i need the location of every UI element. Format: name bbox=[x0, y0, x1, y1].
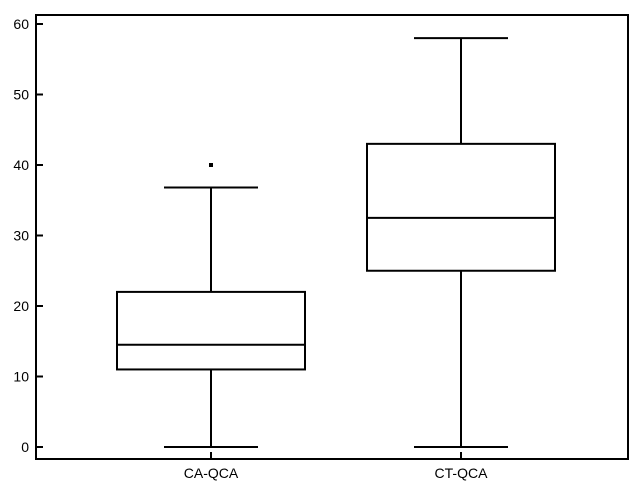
x-tick-label: CT-QCA bbox=[435, 465, 489, 481]
y-tick-label: 40 bbox=[13, 157, 29, 173]
iqr-box bbox=[366, 142, 556, 272]
box-series bbox=[116, 37, 556, 448]
iqr-box bbox=[116, 290, 306, 371]
y-tick-label: 30 bbox=[13, 228, 29, 244]
y-axis: 0 10 20 30 40 50 60 bbox=[13, 16, 43, 455]
y-tick-label: 60 bbox=[13, 16, 29, 32]
box-ct-qca bbox=[366, 37, 556, 448]
y-tick-label: 0 bbox=[21, 439, 29, 455]
box-ca-qca bbox=[116, 163, 306, 448]
outlier-point bbox=[209, 163, 213, 167]
y-tick-label: 50 bbox=[13, 87, 29, 103]
y-tick-label: 10 bbox=[13, 369, 29, 385]
plot-frame bbox=[35, 14, 629, 460]
x-tick-label: CA-QCA bbox=[184, 465, 239, 481]
x-axis: CA-QCA CT-QCA bbox=[184, 452, 488, 481]
y-tick-label: 20 bbox=[13, 298, 29, 314]
